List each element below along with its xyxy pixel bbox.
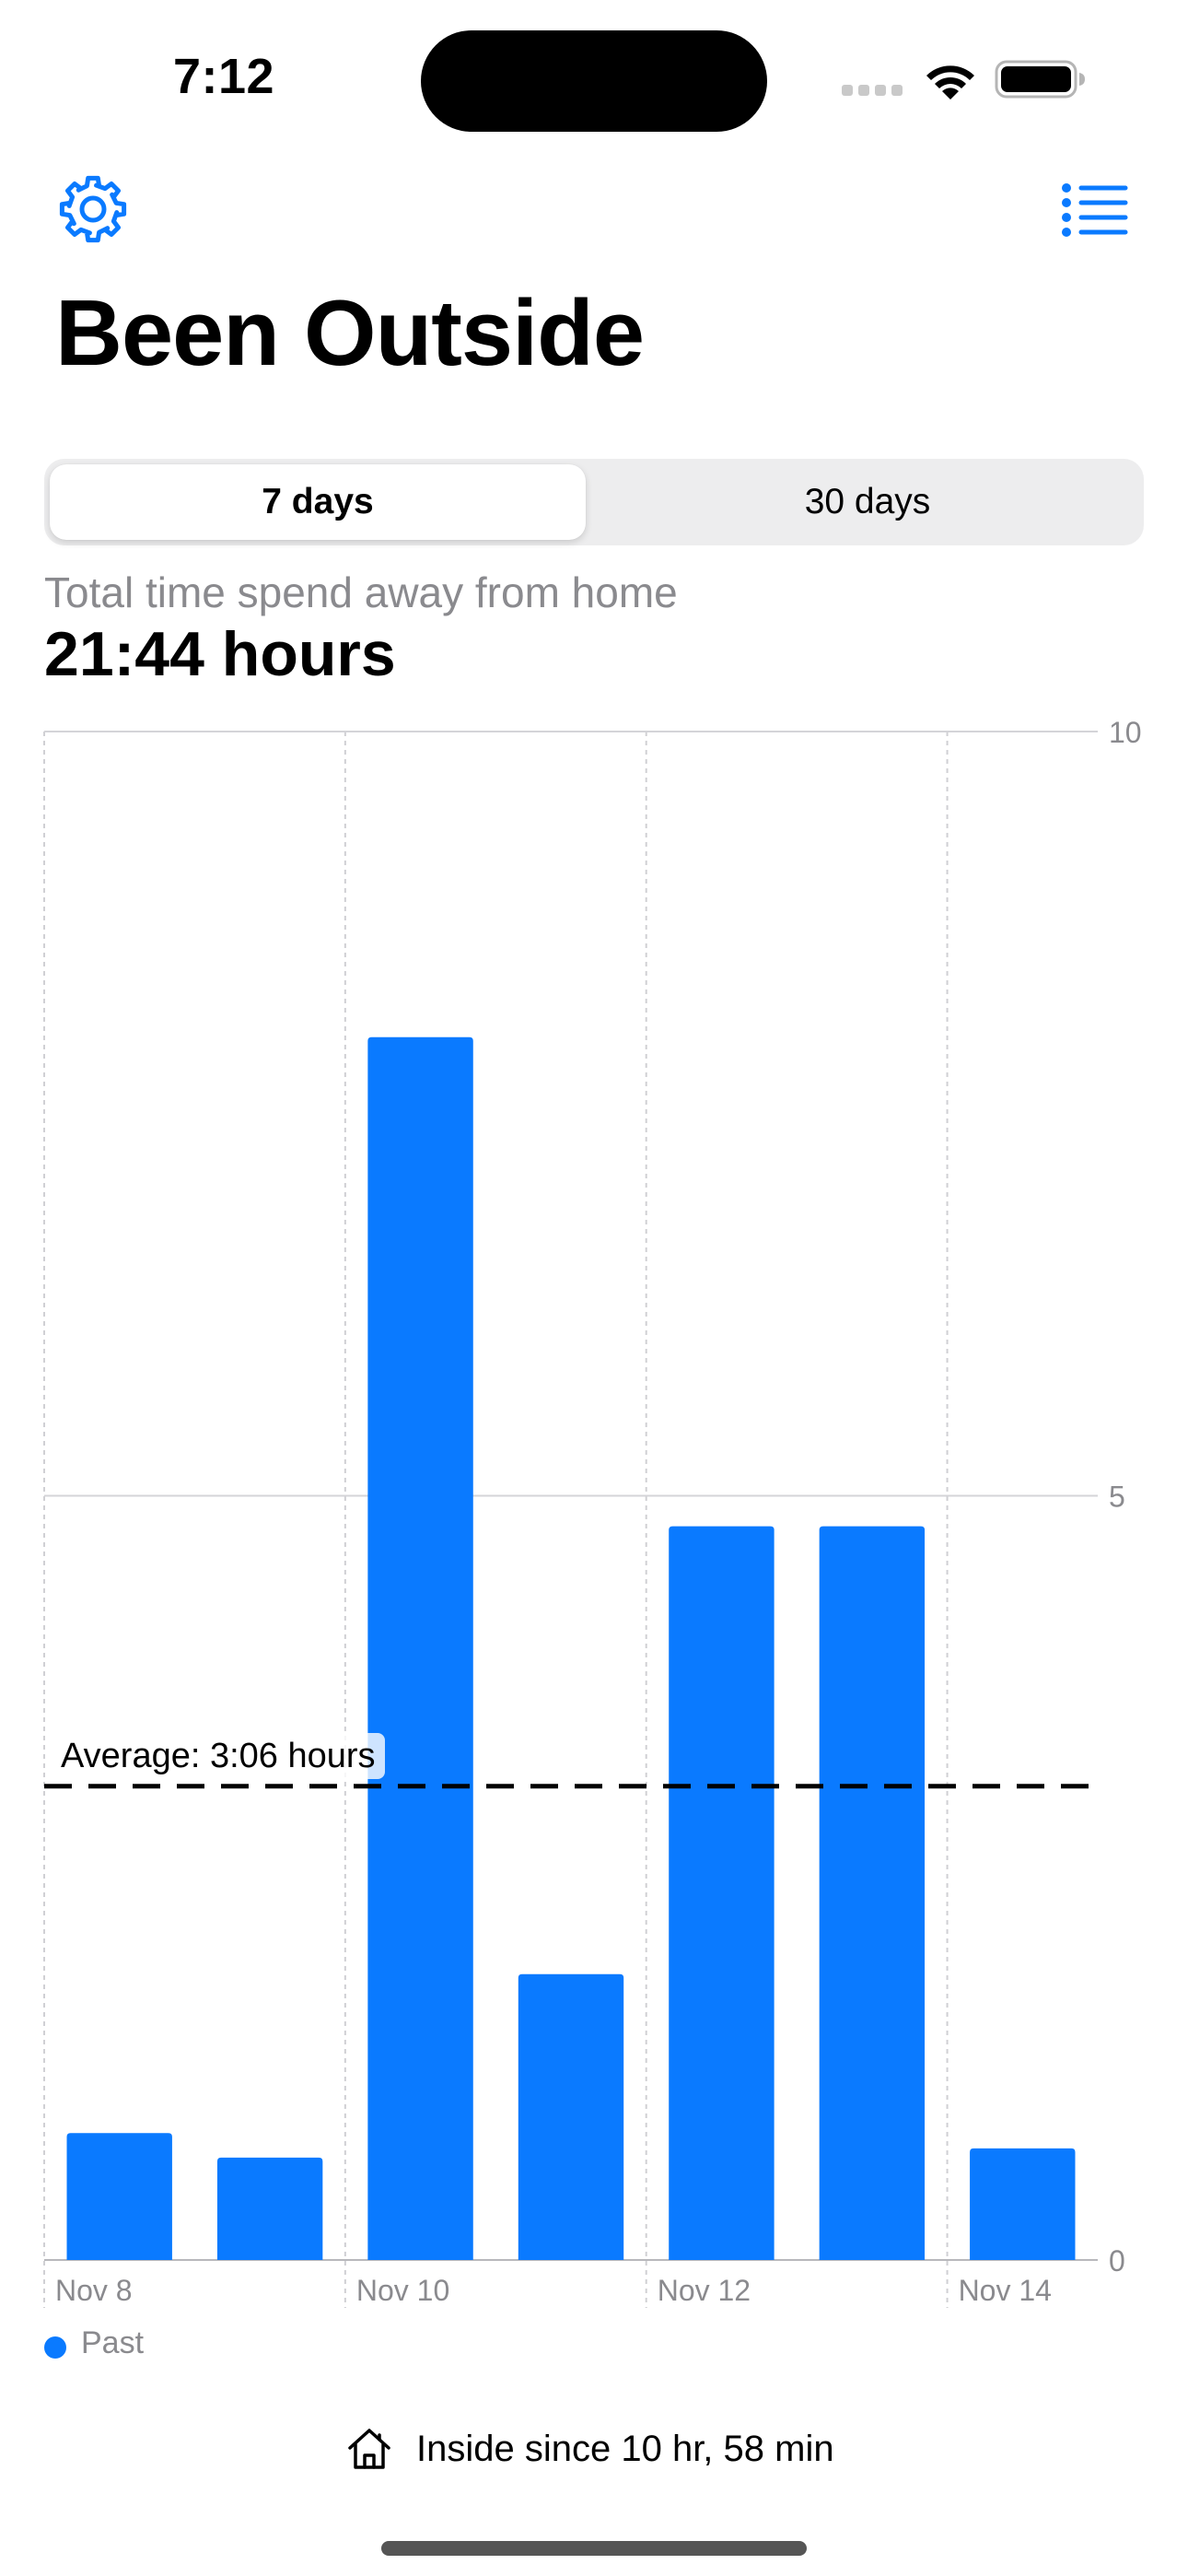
chart-bar <box>669 1526 775 2260</box>
house-icon <box>348 2429 390 2469</box>
x-tick-label: Nov 12 <box>658 2274 751 2307</box>
legend-swatch <box>44 2336 66 2359</box>
dynamic-island <box>421 30 767 132</box>
battery-icon <box>995 60 1085 99</box>
daily-hours-bar-chart: 0 5 10 Nov 8 Nov 10 Nov 12 Nov 14 <box>43 716 1142 2308</box>
x-tick-label: Nov 10 <box>356 2274 449 2307</box>
page-title: Been Outside <box>55 282 645 385</box>
home-indicator[interactable] <box>381 2541 807 2556</box>
segment-7-days[interactable]: 7 days <box>262 482 374 521</box>
inside-since-text: Inside since 10 hr, 58 min <box>416 2428 834 2469</box>
chart-bar <box>216 2157 323 2260</box>
summary-subtitle: Total time spend away from home <box>44 568 678 616</box>
x-tick-label: Nov 8 <box>55 2274 133 2307</box>
cellular-signal-icon <box>842 85 906 98</box>
segment-30-days[interactable]: 30 days <box>804 482 931 521</box>
total-hours: 21:44 hours <box>44 619 396 689</box>
legend-label: Past <box>81 2325 145 2360</box>
average-label: Average: 3:06 hours <box>52 1732 385 1779</box>
chart-bar <box>970 2148 1076 2260</box>
wifi-icon <box>926 65 974 100</box>
inside-status: Inside since 10 hr, 58 min <box>0 2421 1188 2476</box>
list-bullet-icon[interactable] <box>1061 182 1129 238</box>
chart-bar <box>518 1973 624 2260</box>
segment-selected-indicator <box>50 464 586 540</box>
y-tick-label: 5 <box>1109 1481 1125 1514</box>
x-tick-label: Nov 14 <box>959 2274 1052 2307</box>
status-time: 7:12 <box>173 49 275 104</box>
y-tick-label: 0 <box>1109 2244 1125 2277</box>
chart-bar <box>819 1526 926 2260</box>
chart-bar <box>66 2133 172 2260</box>
gear-icon[interactable] <box>57 173 129 245</box>
range-segmented-control[interactable]: 7 days 30 days <box>44 459 1144 545</box>
chart-bar <box>367 1036 473 2260</box>
y-tick-label: 10 <box>1109 716 1142 749</box>
